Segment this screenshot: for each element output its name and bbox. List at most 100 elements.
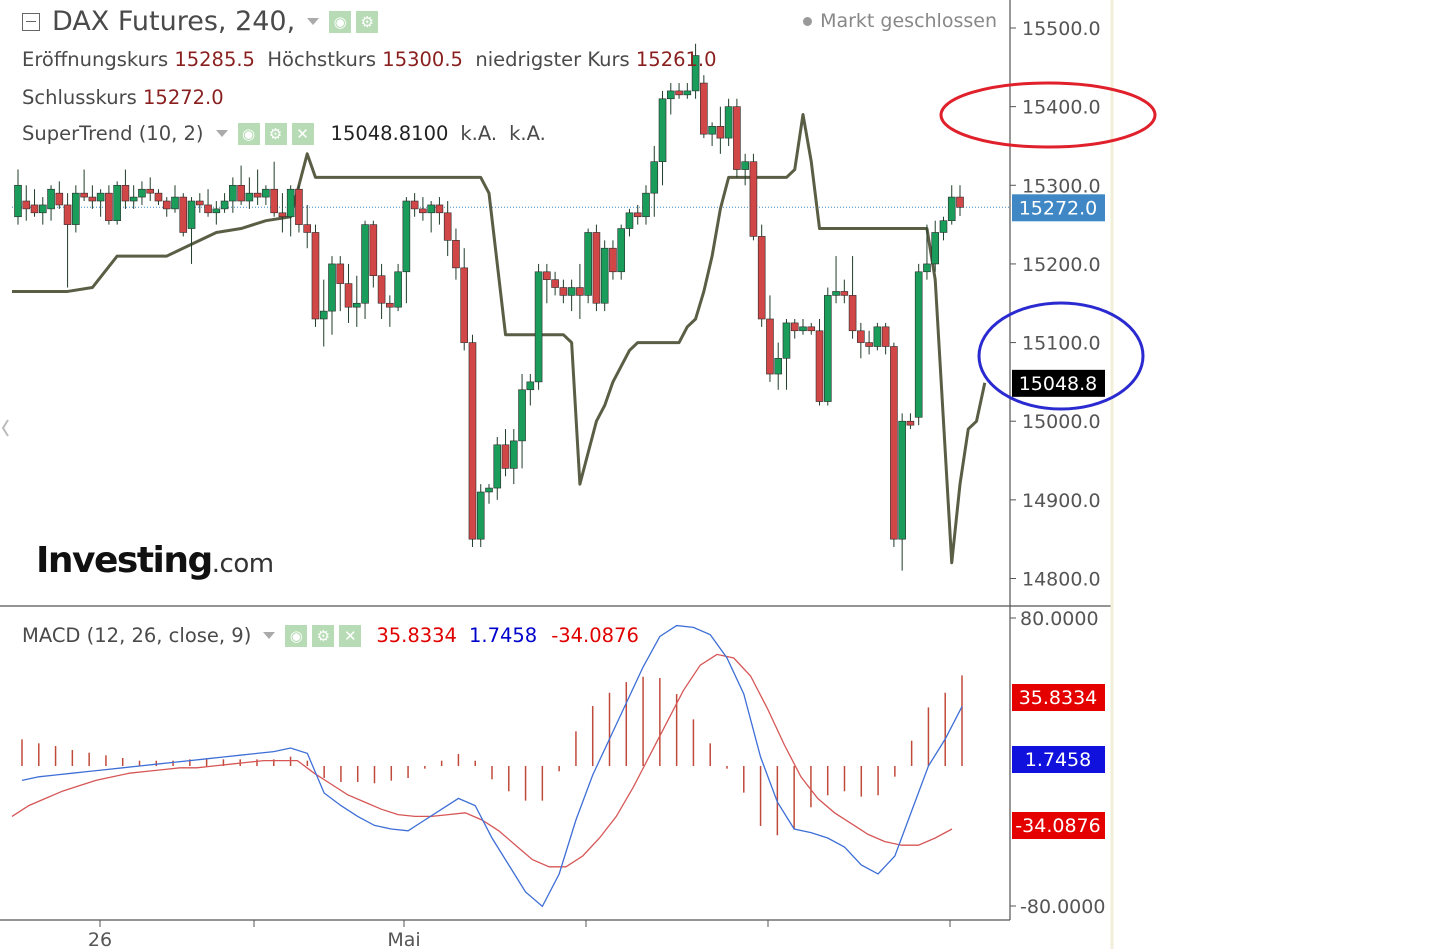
candle-body	[162, 200, 171, 210]
open-value: 15285.5	[174, 48, 255, 71]
candle-body	[567, 287, 576, 296]
candle-body	[295, 188, 303, 225]
chart-title-row: DAX Futures, 240, ◉ ⚙	[22, 6, 383, 37]
candle-body	[559, 287, 568, 296]
price-tick-label: 15300.0	[1022, 175, 1101, 197]
candle-body	[460, 267, 469, 343]
candle-body	[873, 326, 882, 347]
price-tick-label: 15500.0	[1022, 18, 1101, 40]
instrument-title: DAX Futures, 240,	[52, 6, 296, 37]
price-tick-label: 15100.0	[1022, 333, 1101, 355]
candle-body	[435, 204, 444, 214]
candle-body	[584, 232, 592, 296]
candle-body	[47, 188, 55, 210]
last-price-badge-bg	[1012, 194, 1105, 222]
chevron-down-icon[interactable]	[307, 18, 320, 25]
candle-body	[146, 188, 155, 194]
candle-body	[493, 444, 502, 489]
price-tick-label: 15200.0	[1022, 254, 1101, 276]
chevron-down-icon[interactable]	[263, 632, 276, 639]
eye-icon[interactable]: ◉	[237, 122, 260, 145]
candle-body	[270, 188, 278, 214]
collapse-icon[interactable]	[22, 12, 40, 31]
candle-body	[741, 161, 749, 170]
signal-badge-label: 1.7458	[1025, 749, 1091, 771]
candle-body	[576, 287, 584, 296]
candle-body	[906, 420, 915, 426]
close-icon[interactable]: ✕	[291, 122, 314, 145]
candle-body	[336, 263, 345, 284]
candle-body	[543, 271, 551, 280]
high-label: Höchstkurs	[267, 48, 377, 71]
candle-body	[757, 236, 766, 320]
candle-body	[881, 326, 890, 347]
candle-body	[790, 322, 799, 332]
supertrend-extra-2: k.A.	[509, 122, 546, 145]
macd-badge-label: 35.8334	[1019, 687, 1098, 709]
candle-body	[204, 204, 212, 214]
close-icon[interactable]: ✕	[339, 624, 362, 647]
macd-badge-bg	[1012, 684, 1105, 711]
candle-body	[749, 161, 758, 237]
candle-body	[369, 224, 378, 277]
macd-badge: 35.8334	[1012, 684, 1105, 711]
macd-value-2: 1.7458	[468, 624, 538, 647]
supertrend-line	[12, 113, 987, 565]
histogram-badge: -34.0876	[1012, 812, 1105, 839]
last-price-badge-label: 15272.0	[1019, 197, 1098, 219]
candle-body	[427, 204, 435, 214]
chevron-down-icon[interactable]	[215, 130, 228, 137]
market-status-text: Markt geschlossen	[820, 10, 997, 32]
candle-body	[38, 204, 47, 214]
candle-body	[708, 126, 716, 135]
ohlc-row-2: Schlusskurs 15272.0	[22, 86, 224, 109]
macd-legend: MACD (12, 26, close, 9) ◉ ⚙ ✕ 35.8334 1.…	[22, 624, 639, 647]
macd-value-3: -34.0876	[551, 624, 639, 647]
candle-body	[509, 440, 518, 469]
gear-icon[interactable]: ⚙	[312, 624, 335, 647]
last-price-badge: 15272.0	[1012, 194, 1105, 222]
price-tick-label: 15400.0	[1022, 97, 1101, 119]
candle-body	[30, 204, 39, 214]
signal-badge-bg	[1012, 746, 1105, 773]
candle-body	[344, 283, 353, 308]
candle-body	[857, 330, 865, 343]
candle-body	[443, 212, 452, 241]
collapse-handle-icon[interactable]	[1, 419, 9, 437]
candle-body	[410, 200, 419, 210]
time-tick-label: Mai	[387, 929, 420, 949]
candle-body	[278, 212, 287, 218]
eye-icon[interactable]: ◉	[329, 10, 352, 33]
candle-body	[485, 487, 493, 493]
candle-body	[452, 240, 460, 269]
candle-body	[650, 161, 659, 194]
supertrend-legend: SuperTrend (10, 2) ◉ ⚙ ✕ 15048.8100 k.A.…	[22, 122, 546, 145]
histogram-badge-bg	[1012, 812, 1105, 839]
gear-icon[interactable]: ⚙	[356, 10, 379, 33]
eye-icon[interactable]: ◉	[285, 624, 308, 647]
candle-body	[518, 389, 526, 442]
candle-body	[865, 342, 873, 347]
candle-body	[642, 192, 650, 218]
candle-body	[187, 200, 196, 229]
candle-body	[419, 208, 427, 214]
status-dot-icon	[803, 17, 813, 26]
candle-body	[947, 196, 956, 221]
candle-body	[625, 212, 634, 229]
candle-body	[179, 196, 188, 233]
candle-body	[807, 326, 816, 332]
outer-background	[1112, 0, 1447, 949]
candle-body	[551, 279, 559, 288]
candle-body	[113, 184, 121, 221]
candle-body	[253, 192, 262, 198]
candle-body	[105, 192, 113, 221]
low-label: niedrigster Kurs	[475, 48, 630, 71]
candle-body	[55, 192, 64, 206]
candle-body	[402, 200, 411, 273]
gear-icon[interactable]: ⚙	[264, 122, 287, 145]
candle-body	[691, 55, 700, 92]
candle-body	[592, 232, 601, 304]
candle-body	[63, 204, 72, 225]
candle-body	[121, 184, 130, 202]
